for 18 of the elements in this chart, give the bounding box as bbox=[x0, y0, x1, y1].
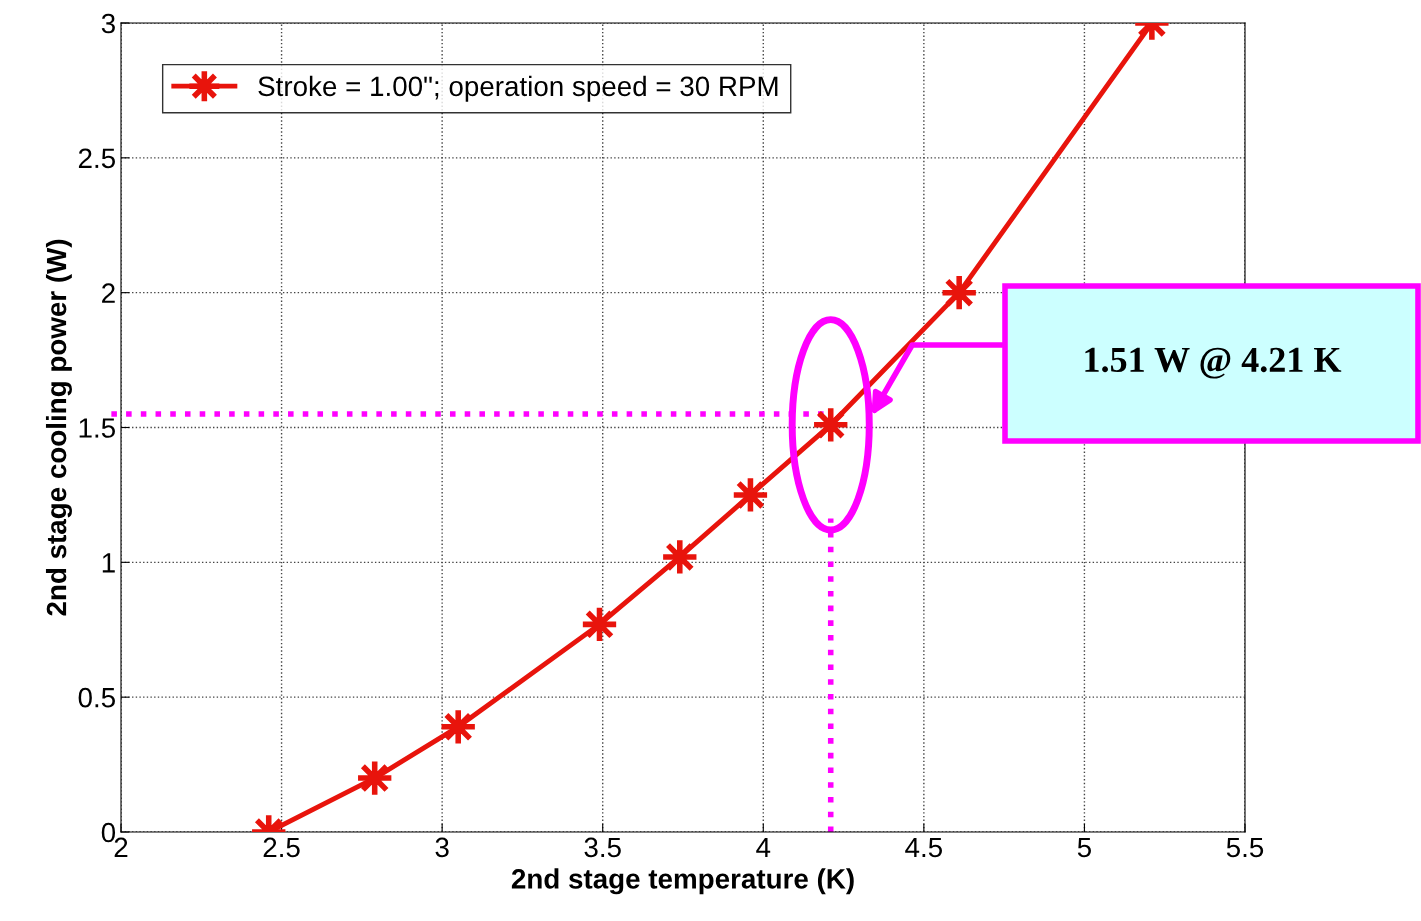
annotation: 1.51 W @ 4.21 K bbox=[1085, 347, 1342, 379]
x-tick-label: 5 bbox=[1077, 837, 1091, 858]
legend-label: Stroke = 1.00"; operation speed = 30 RPM bbox=[258, 75, 778, 102]
x-tick-label: 3.5 bbox=[584, 837, 621, 858]
y-tick-label: 1 bbox=[102, 553, 115, 573]
x-tick-label: 5.5 bbox=[1226, 837, 1264, 858]
y-tick-label: 0.5 bbox=[78, 687, 115, 708]
y-tick-label: 2 bbox=[102, 283, 115, 303]
y-tick-label: 3 bbox=[101, 13, 115, 34]
x-tick-label: 4 bbox=[756, 837, 771, 857]
x-tick-label: 2.5 bbox=[263, 837, 300, 858]
x-tick-label: 3 bbox=[435, 837, 449, 858]
x-axis-title: 2nd stage temperature (K) bbox=[511, 868, 854, 895]
y-tick-label: 2.5 bbox=[78, 148, 115, 169]
y-tick-label: 1.5 bbox=[79, 418, 115, 438]
y-axis-title: 2nd stage cooling power (W) bbox=[45, 239, 72, 616]
x-tick-label: 4.5 bbox=[905, 837, 942, 858]
y-tick-label: 0 bbox=[101, 822, 116, 843]
